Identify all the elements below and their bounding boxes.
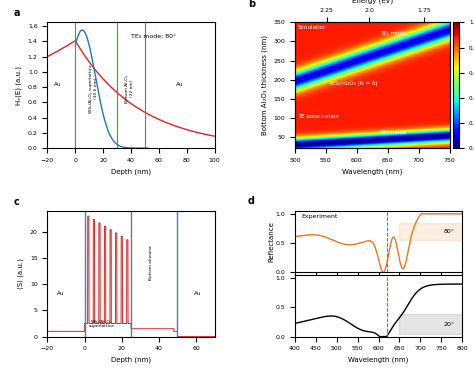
- X-axis label: Depth (nm): Depth (nm): [111, 357, 151, 364]
- Text: Au: Au: [54, 82, 61, 87]
- X-axis label: Depth (nm): Depth (nm): [111, 168, 151, 175]
- Text: WS₂/Al₂O₃
superlattice: WS₂/Al₂O₃ superlattice: [88, 319, 114, 328]
- Text: a: a: [14, 8, 20, 18]
- Text: d: d: [248, 196, 255, 206]
- Text: b: b: [248, 0, 255, 9]
- Y-axis label: Reflectance: Reflectance: [268, 221, 274, 262]
- Text: Experiment: Experiment: [301, 214, 338, 219]
- Y-axis label: Hₑ(E) (a.u.): Hₑ(E) (a.u.): [16, 66, 22, 105]
- Text: Bottom Al₂O₃
(22 nm): Bottom Al₂O₃ (22 nm): [125, 74, 134, 103]
- Text: c: c: [14, 197, 20, 207]
- Text: 20°: 20°: [443, 322, 455, 327]
- Text: Bottom alumina: Bottom alumina: [149, 245, 154, 280]
- Text: WS₂/Al₂O₃ superlattice
(30.6 nm): WS₂/Al₂O₃ superlattice (30.6 nm): [89, 64, 98, 113]
- Bar: [400, 315, 462, 334]
- Text: TE₀ mode: 80°: TE₀ mode: 80°: [131, 34, 176, 39]
- Text: TE₁ mode: TE₁ mode: [380, 31, 407, 36]
- Y-axis label: Bottom Al₂O₃ thickness (nm): Bottom Al₂O₃ thickness (nm): [261, 35, 268, 135]
- X-axis label: Wavelength (nm): Wavelength (nm): [348, 357, 409, 364]
- Y-axis label: ⟨S⟩ (a.u.): ⟨S⟩ (a.u.): [18, 258, 24, 289]
- Text: Au: Au: [176, 82, 183, 87]
- Text: Simulation: Simulation: [298, 25, 328, 30]
- X-axis label: Energy (eV): Energy (eV): [352, 0, 393, 4]
- Text: 80°: 80°: [443, 229, 454, 233]
- X-axis label: Wavelength (nm): Wavelength (nm): [342, 168, 402, 175]
- Text: WS₂/Al₂O₃ (N = 8): WS₂/Al₂O₃ (N = 8): [329, 81, 378, 86]
- Text: TE polarization: TE polarization: [298, 114, 339, 119]
- Text: Au: Au: [57, 291, 64, 296]
- Bar: [400, 223, 462, 240]
- Text: TE₀ mode: TE₀ mode: [380, 130, 407, 135]
- Text: Au: Au: [194, 291, 201, 296]
